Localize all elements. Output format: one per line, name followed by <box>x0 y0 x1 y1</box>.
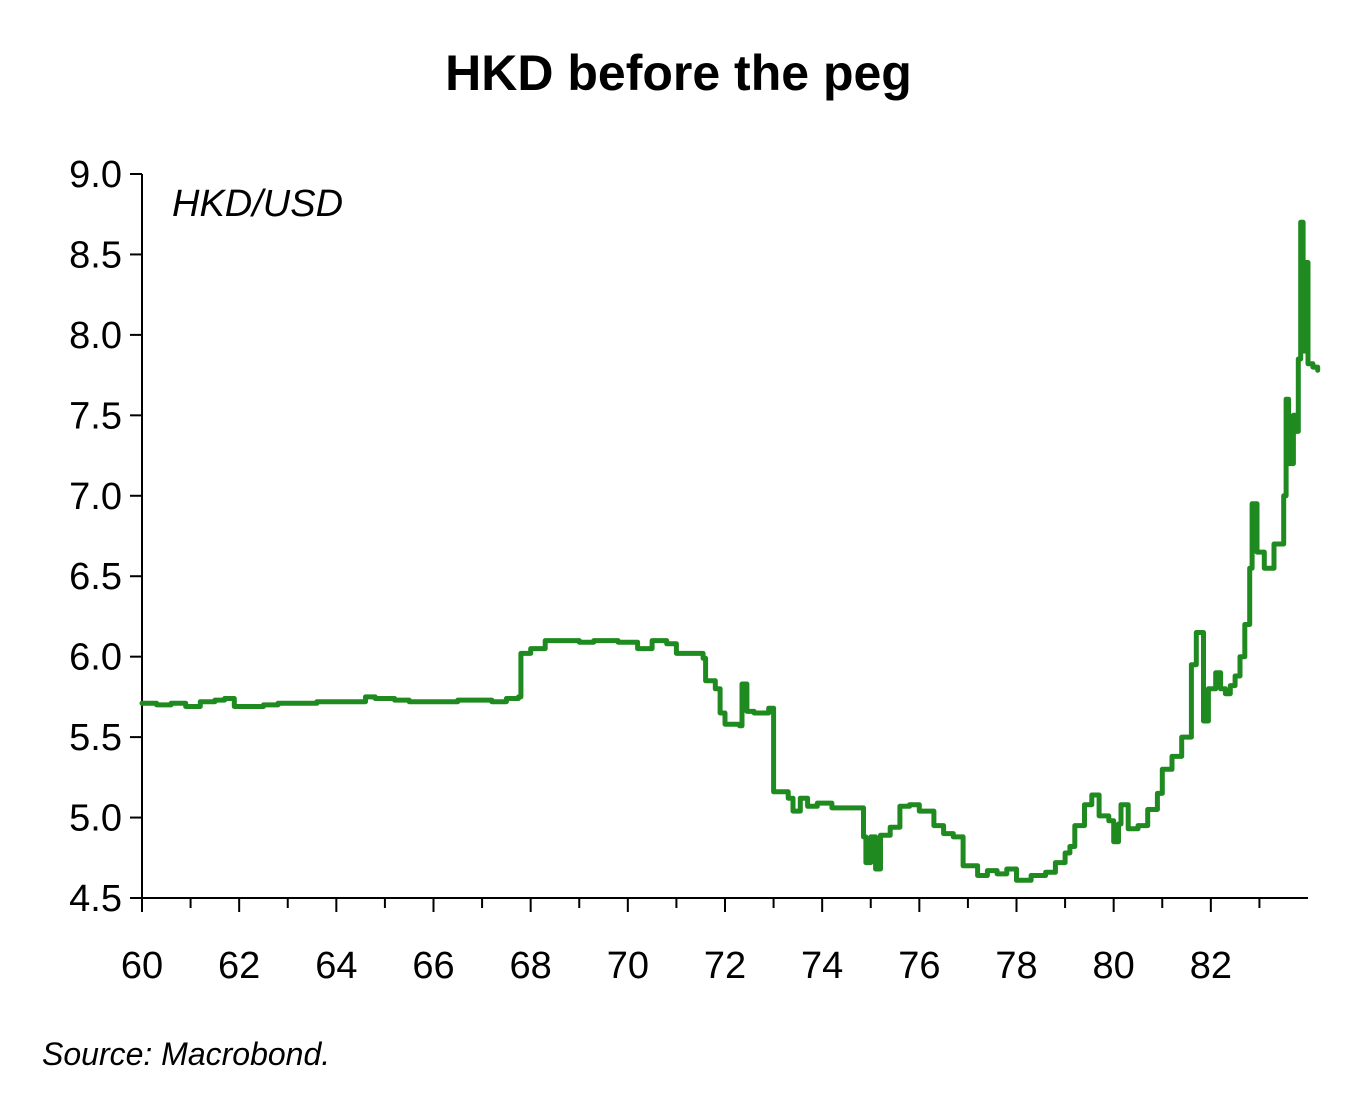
y-tick-label: 7.5 <box>69 395 122 437</box>
line-chart: 4.5 5.0 5.5 6.0 6.5 7.0 7.5 8.0 8.5 9.0 60 62 64 66 68… <box>69 154 1321 987</box>
x-tick-label: 62 <box>218 945 260 987</box>
chart-title: HKD before the peg <box>445 45 912 101</box>
axes <box>141 174 1308 899</box>
source-note: Source: Macrobond. <box>42 1036 331 1072</box>
y-tick-label: 5.0 <box>69 798 122 840</box>
y-tick-label: 9.0 <box>69 154 122 196</box>
y-tick-label: 8.0 <box>69 315 122 357</box>
x-tick-label: 70 <box>607 945 649 987</box>
series-line-hkd-usd <box>139 219 1321 883</box>
x-tick-label: 72 <box>704 945 746 987</box>
x-tick-label: 74 <box>801 945 843 987</box>
x-tick-label: 64 <box>315 945 357 987</box>
y-tick-label: 4.5 <box>69 878 122 920</box>
x-tick-label: 60 <box>121 945 163 987</box>
y-tick-label: 6.0 <box>69 637 122 679</box>
x-tick-label: 80 <box>1093 945 1135 987</box>
y-tick-label: 8.5 <box>69 234 122 276</box>
y-tick-label: 7.0 <box>69 476 122 518</box>
y-tick-label: 5.5 <box>69 717 122 759</box>
y-tick-label: 6.5 <box>69 556 122 598</box>
unit-label: HKD/USD <box>172 183 343 225</box>
x-tick-label: 82 <box>1190 945 1232 987</box>
series <box>139 219 1321 883</box>
x-tick-label: 78 <box>995 945 1037 987</box>
x-tick-label: 76 <box>898 945 940 987</box>
x-tick-label: 68 <box>510 945 552 987</box>
ticks: 4.5 5.0 5.5 6.0 6.5 7.0 7.5 8.0 8.5 9.0 60 62 64 66 68… <box>69 154 1261 987</box>
x-tick-label: 66 <box>412 945 454 987</box>
